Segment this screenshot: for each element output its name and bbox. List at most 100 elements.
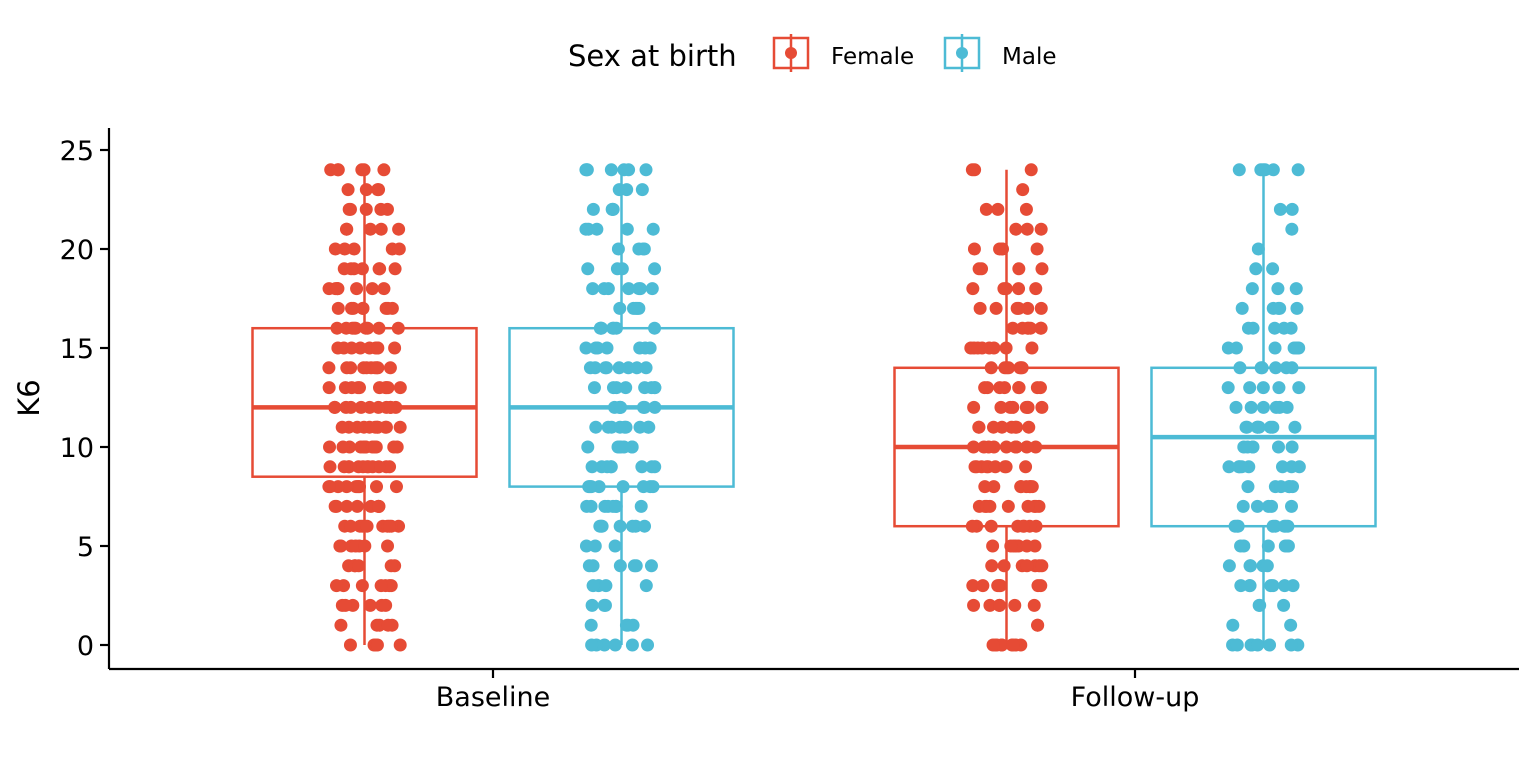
- data-point: [1268, 321, 1282, 335]
- data-point: [392, 242, 406, 256]
- data-point: [991, 202, 1005, 216]
- data-point: [359, 183, 373, 197]
- data-point: [389, 480, 403, 494]
- data-point: [644, 559, 658, 573]
- data-point: [1274, 480, 1288, 494]
- data-point: [613, 301, 627, 315]
- data-point: [323, 440, 337, 454]
- data-point: [633, 341, 647, 355]
- data-point: [344, 262, 358, 276]
- data-point: [591, 341, 605, 355]
- data-point: [592, 480, 606, 494]
- data-point: [1021, 499, 1035, 513]
- data-point: [585, 598, 599, 612]
- data-point: [1222, 559, 1236, 573]
- y-tick-label: 5: [77, 532, 94, 563]
- data-point: [648, 460, 662, 474]
- data-point: [585, 460, 599, 474]
- data-point: [1016, 183, 1030, 197]
- data-point: [1273, 301, 1287, 315]
- data-point: [634, 499, 648, 513]
- data-point: [1277, 519, 1291, 533]
- data-point: [646, 222, 660, 236]
- data-point: [1239, 420, 1253, 434]
- data-point: [1229, 341, 1243, 355]
- data-point: [1268, 519, 1282, 533]
- data-point: [338, 598, 352, 612]
- data-point: [1266, 579, 1280, 593]
- data-point: [973, 301, 987, 315]
- data-point: [1233, 361, 1247, 375]
- data-point: [579, 341, 593, 355]
- data-point: [998, 381, 1012, 395]
- data-point: [1016, 519, 1030, 533]
- data-point: [1285, 222, 1299, 236]
- data-point: [609, 499, 623, 513]
- data-point: [589, 420, 603, 434]
- data-point: [374, 579, 388, 593]
- data-point: [1027, 598, 1041, 612]
- data-point: [614, 400, 628, 414]
- data-point: [1006, 321, 1020, 335]
- data-point: [323, 460, 337, 474]
- data-point: [646, 480, 660, 494]
- data-point: [331, 301, 345, 315]
- data-point: [343, 638, 357, 652]
- data-point: [1020, 222, 1034, 236]
- data-point: [371, 341, 385, 355]
- points-female-baseline: [322, 163, 407, 652]
- data-point: [393, 420, 407, 434]
- data-point: [354, 400, 368, 414]
- data-point: [993, 598, 1007, 612]
- data-point: [636, 480, 650, 494]
- data-point: [989, 301, 1003, 315]
- data-point: [1012, 262, 1026, 276]
- data-point: [583, 480, 597, 494]
- data-point: [581, 440, 595, 454]
- data-point: [608, 539, 622, 553]
- data-point: [342, 202, 356, 216]
- y-axis: 0 5 10 15 20 25 K6: [12, 128, 111, 669]
- data-point: [618, 420, 632, 434]
- data-point: [584, 618, 598, 632]
- data-point: [1285, 202, 1299, 216]
- data-point: [588, 539, 602, 553]
- data-point: [1003, 400, 1017, 414]
- data-point: [330, 321, 344, 335]
- data-point: [1221, 381, 1235, 395]
- data-point: [1279, 361, 1293, 375]
- data-point: [374, 222, 388, 236]
- data-point: [1268, 341, 1282, 355]
- data-point: [347, 242, 361, 256]
- data-point: [1234, 579, 1248, 593]
- data-point: [1022, 420, 1036, 434]
- data-point: [609, 381, 623, 395]
- data-point: [1265, 499, 1279, 513]
- data-point: [385, 301, 399, 315]
- data-point: [999, 440, 1013, 454]
- data-point: [345, 321, 359, 335]
- data-point: [388, 341, 402, 355]
- data-point: [622, 163, 636, 177]
- data-point: [370, 361, 384, 375]
- data-point: [595, 519, 609, 533]
- data-point: [388, 262, 402, 276]
- data-point: [615, 262, 629, 276]
- data-point: [1250, 499, 1264, 513]
- data-point: [1009, 440, 1023, 454]
- data-point: [635, 183, 649, 197]
- data-point: [393, 638, 407, 652]
- data-point: [593, 321, 607, 335]
- data-point: [1249, 262, 1263, 276]
- data-point: [1008, 420, 1022, 434]
- data-point: [585, 638, 599, 652]
- data-point: [358, 539, 372, 553]
- data-point: [393, 381, 407, 395]
- data-point: [1243, 381, 1257, 395]
- data-point: [616, 480, 630, 494]
- data-point: [372, 499, 386, 513]
- data-point: [337, 460, 351, 474]
- data-point: [975, 262, 989, 276]
- data-point: [997, 559, 1011, 573]
- data-point: [625, 638, 639, 652]
